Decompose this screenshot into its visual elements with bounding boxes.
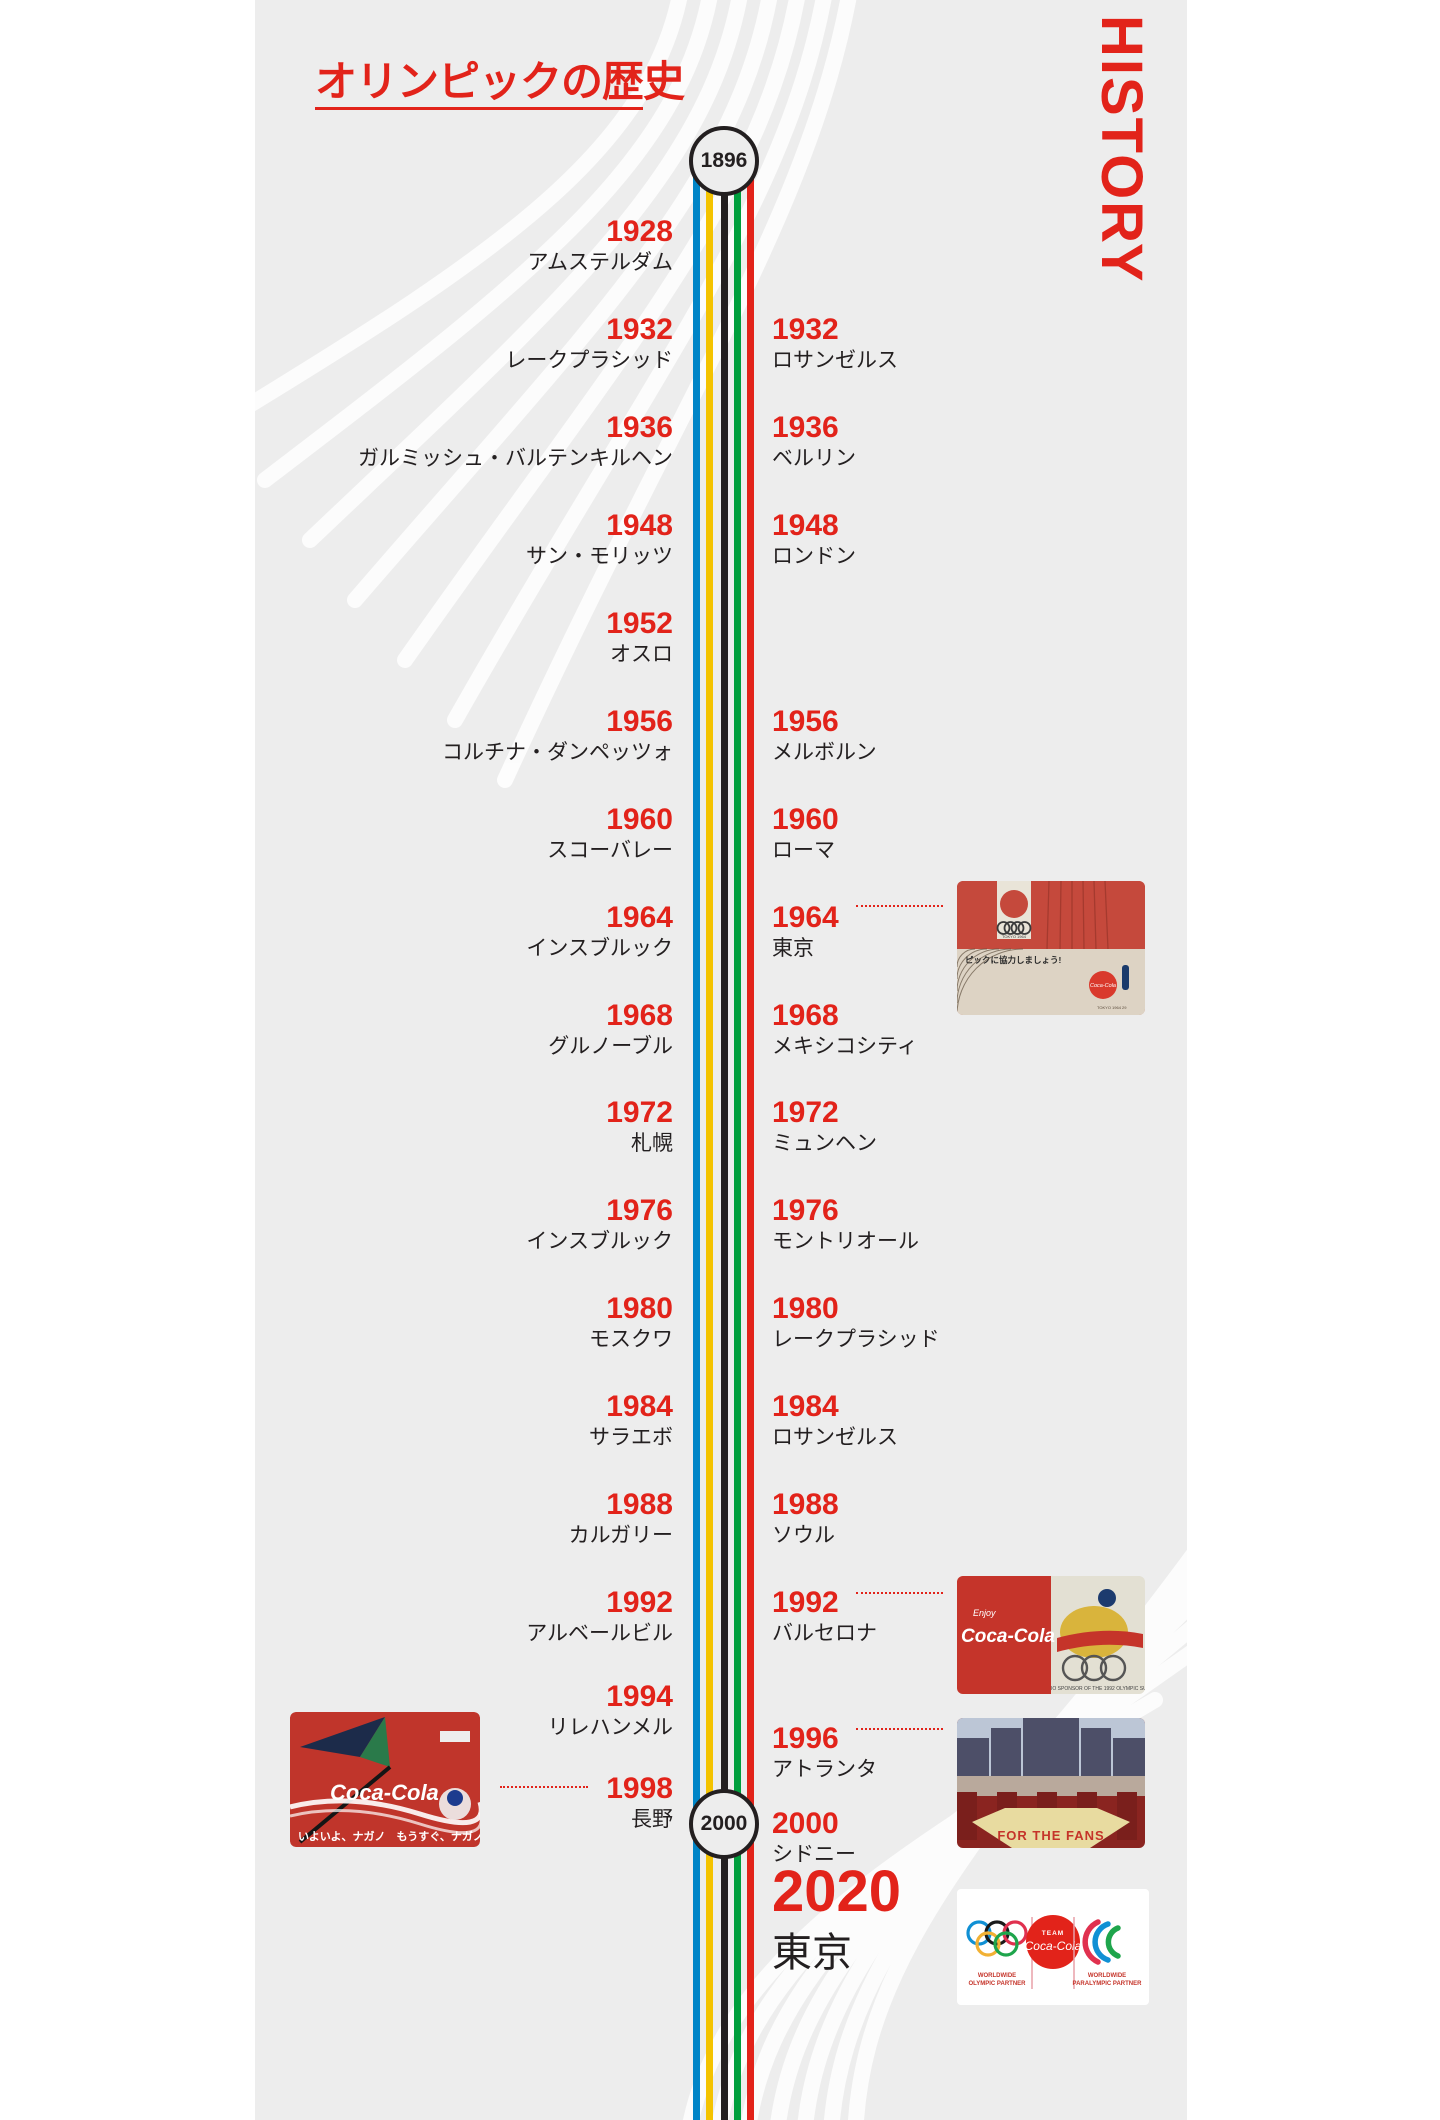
svg-text:いよいよ、ナガノ もうすぐ、ナガノ: いよいよ、ナガノ もうすぐ、ナガノ	[298, 1829, 480, 1843]
svg-text:Coca-Cola: Coca-Cola	[1090, 983, 1116, 989]
svg-text:PARALYMPIC PARTNER: PARALYMPIC PARTNER	[1073, 1981, 1143, 1987]
svg-text:WORLDWIDE: WORLDWIDE	[1088, 1973, 1126, 1979]
svg-text:IO SPONSOR OF THE 1992 OLYMPIC: IO SPONSOR OF THE 1992 OLYMPIC SUMMER GA…	[1051, 1686, 1145, 1692]
svg-text:OLYMPIC PARTNER: OLYMPIC PARTNER	[968, 1981, 1026, 1987]
svg-text:TOKYO 1964: TOKYO 1964	[1002, 934, 1027, 939]
svg-text:Coca-Cola: Coca-Cola	[1025, 1939, 1082, 1953]
svg-text:Enjoy: Enjoy	[973, 1608, 996, 1618]
svg-text:TEAM: TEAM	[1042, 1930, 1064, 1937]
svg-text:ピックに協力しましょう!: ピックに協力しましょう!	[965, 955, 1062, 965]
svg-text:Coca-Cola: Coca-Cola	[330, 1780, 439, 1805]
svg-text:Coca-Cola: Coca-Cola	[961, 1626, 1055, 1647]
svg-text:WORLDWIDE: WORLDWIDE	[978, 1973, 1016, 1979]
